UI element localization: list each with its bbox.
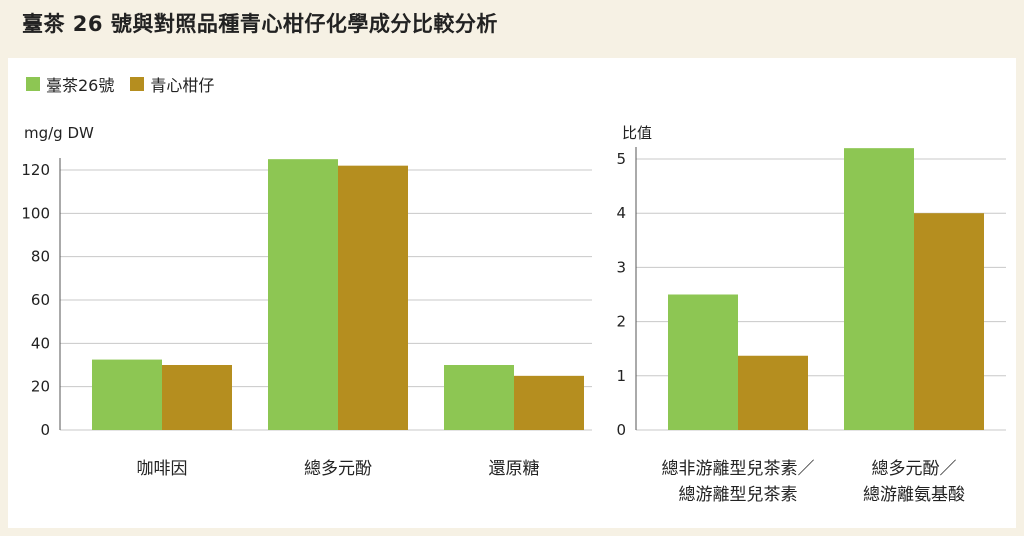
chart1-x-tick-label: 總游離氨基酸 [863,485,965,505]
chart-svg: mg/g DW 0 20 40 60 80 100 120 咖啡因 總多元酚 還原糖 比值 0 1 2 3 4 5… [21,124,1006,505]
legend-item-series1: 臺茶26號 [26,72,114,96]
chart0-y-tick-label: 80 [31,248,50,266]
chart1-y-tick-label: 5 [616,150,626,168]
chart1-bar-series2 [914,213,984,430]
chart1-x-tick-label: 總游離型兒茶素 [679,485,798,505]
chart0-x-tick-label: 總多元酚 [304,459,372,479]
chart0-y-tick-label: 40 [31,334,50,352]
chart0-y-tick-label: 60 [31,291,50,309]
chart1-y-axis-label: 比值 [622,124,652,142]
chart1-bar-series2 [738,355,808,430]
chart0-y-tick-label: 120 [21,161,50,179]
legend-swatch-series1 [26,77,40,91]
chart0-bar-series2 [162,365,232,430]
chart0-bar-series1 [92,359,162,430]
chart0-y-tick-label: 0 [40,421,50,439]
chart1-bar-series1 [668,294,738,430]
chart1-x-tick-label: 總多元酚／ [872,459,957,479]
chart1-y-tick-label: 2 [616,313,626,331]
chart-panel: 臺茶26號 青心柑仔 mg/g DW 0 20 40 60 80 100 120 咖啡因 總多元酚… [8,58,1016,528]
chart1-bar-series1 [844,148,914,430]
chart1-y-tick-label: 3 [616,258,626,276]
chart1-y-tick-label: 4 [616,204,626,222]
chart0-bar-series1 [268,159,338,430]
chart0-bar-series1 [444,365,514,430]
chart1-y-tick-label: 0 [616,421,626,439]
legend: 臺茶26號 青心柑仔 [26,72,230,96]
page-title: 臺茶 26 號與對照品種青心柑仔化學成分比較分析 [22,12,498,36]
chart0-y-tick-label: 20 [31,378,50,396]
chart0-y-tick-label: 100 [21,204,50,222]
chart1-x-tick-label: 總非游離型兒茶素／ [662,459,815,479]
legend-item-series2: 青心柑仔 [130,72,214,96]
chart0-bar-series2 [338,165,408,430]
chart0-x-tick-label: 咖啡因 [137,459,188,479]
legend-label-series1: 臺茶26號 [46,76,115,95]
chart0-bar-series2 [514,375,584,430]
chart0-x-tick-label: 還原糖 [489,459,540,479]
legend-label-series2: 青心柑仔 [150,76,215,95]
legend-swatch-series2 [130,77,145,91]
chart1-y-tick-label: 1 [616,367,626,385]
chart0-y-axis-label: mg/g DW [24,124,94,142]
